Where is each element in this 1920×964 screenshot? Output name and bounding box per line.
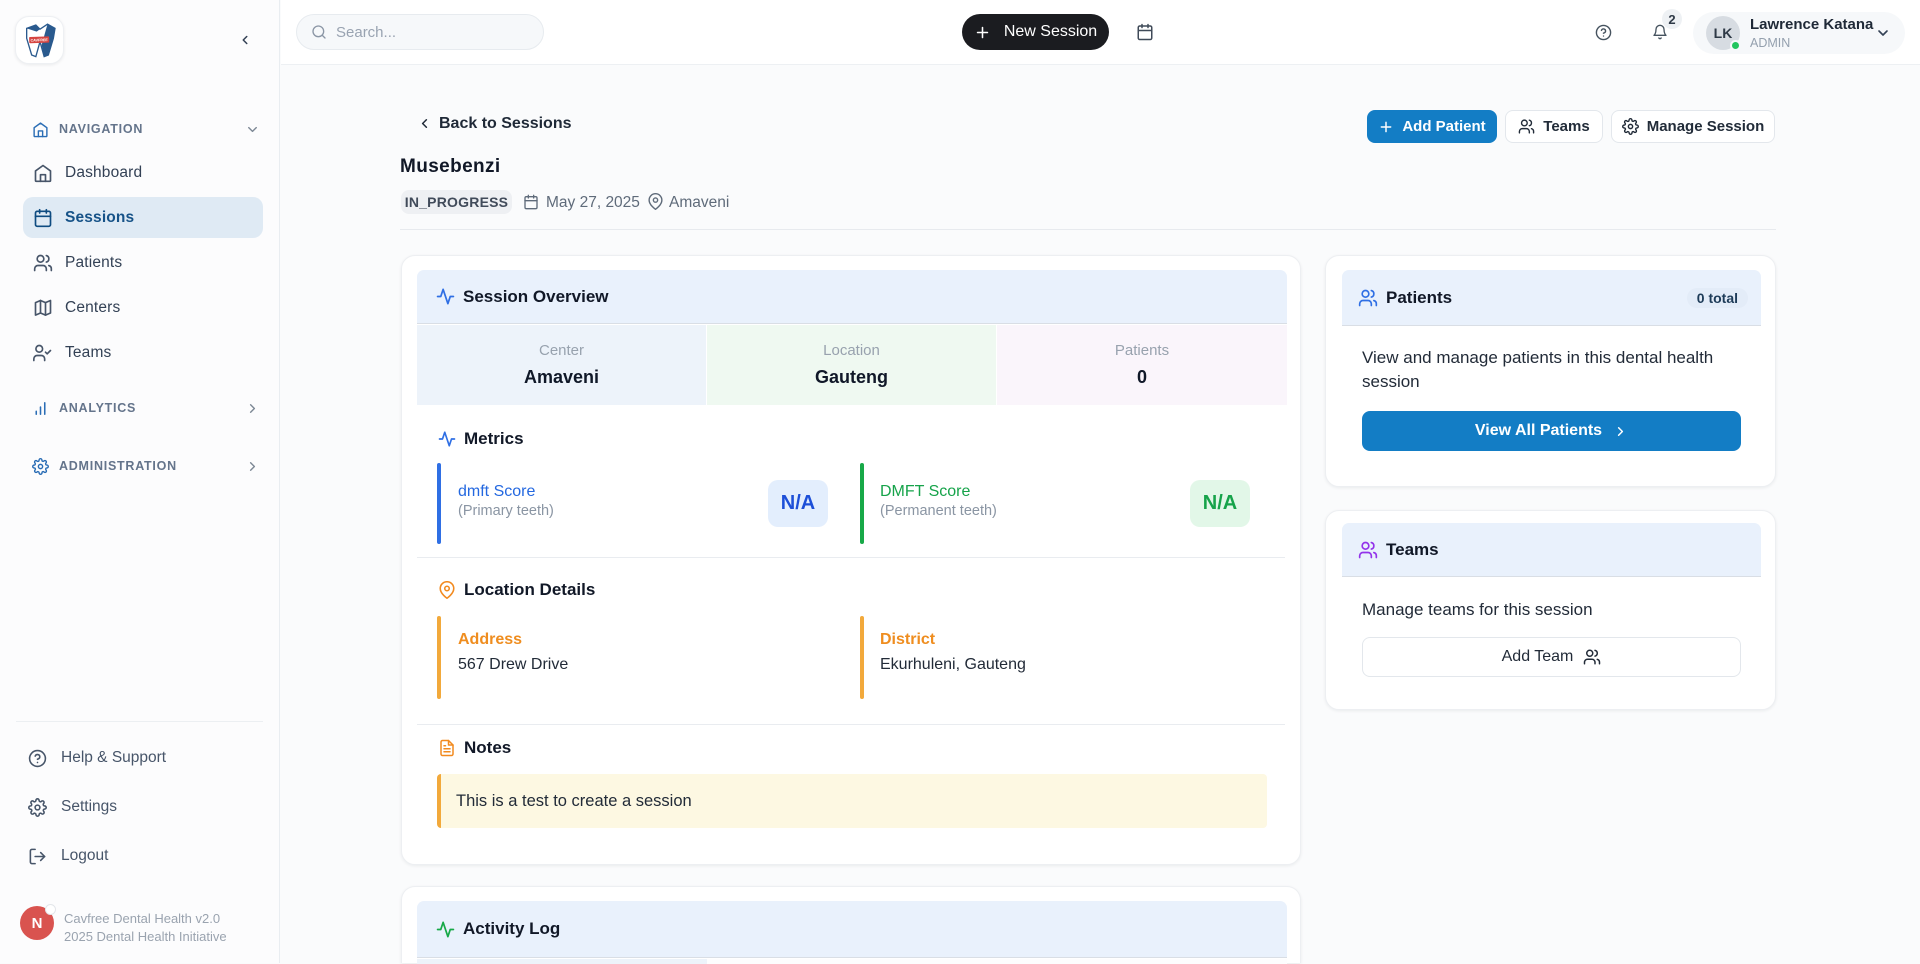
svg-text:CAVFREE: CAVFREE: [30, 38, 48, 43]
